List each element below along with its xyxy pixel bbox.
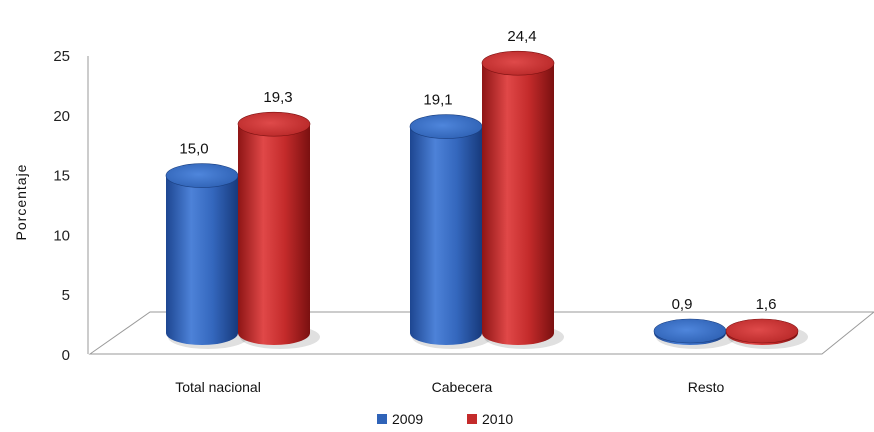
y-tick-label: 10 bbox=[53, 227, 70, 244]
category-label: Cabecera bbox=[432, 379, 493, 395]
bar-body bbox=[482, 63, 554, 346]
bar-top bbox=[725, 318, 799, 344]
bar-2009-0: 15,0 bbox=[165, 141, 248, 349]
bar-top bbox=[409, 114, 483, 139]
data-label: 1,6 bbox=[756, 296, 777, 313]
bars: 15,0 19,3 19,1 24,4 0,9 1,6 bbox=[165, 28, 808, 349]
legend: 2009 2010 bbox=[377, 411, 513, 427]
y-tick-labels: 0 5 10 15 20 25 bbox=[53, 48, 70, 364]
bar-top bbox=[653, 318, 727, 344]
bar-2010-0: 19,3 bbox=[237, 89, 320, 349]
y-tick-label: 25 bbox=[53, 48, 70, 65]
data-label: 0,9 bbox=[672, 296, 693, 313]
bar-2009-2: 0,9 bbox=[653, 296, 736, 349]
data-label: 24,4 bbox=[507, 28, 536, 45]
bar-2009-1: 19,1 bbox=[409, 92, 492, 349]
category-label: Total nacional bbox=[175, 379, 261, 395]
data-label: 19,3 bbox=[263, 89, 292, 106]
y-tick-label: 5 bbox=[62, 287, 70, 304]
bar-body bbox=[238, 124, 310, 345]
bar-2010-1: 24,4 bbox=[481, 28, 564, 349]
legend-label-2010: 2010 bbox=[482, 411, 513, 427]
bar-2010-2: 1,6 bbox=[725, 296, 808, 349]
category-label: Resto bbox=[688, 379, 725, 395]
legend-swatch-2009 bbox=[377, 414, 387, 424]
bar-body bbox=[166, 175, 238, 345]
category-labels: Total nacional Cabecera Resto bbox=[175, 379, 724, 395]
legend-swatch-2010 bbox=[467, 414, 477, 424]
y-axis-label: Porcentaje bbox=[13, 164, 29, 241]
bar-top bbox=[165, 163, 239, 188]
y-tick-label: 20 bbox=[53, 108, 70, 125]
bar-body bbox=[410, 126, 482, 346]
data-label: 15,0 bbox=[179, 141, 208, 158]
data-label: 19,1 bbox=[423, 92, 452, 109]
legend-label-2009: 2009 bbox=[392, 411, 423, 427]
y-tick-label: 0 bbox=[62, 347, 70, 364]
bar-top bbox=[481, 50, 555, 76]
y-tick-label: 15 bbox=[53, 168, 70, 185]
bar-top bbox=[237, 111, 311, 137]
